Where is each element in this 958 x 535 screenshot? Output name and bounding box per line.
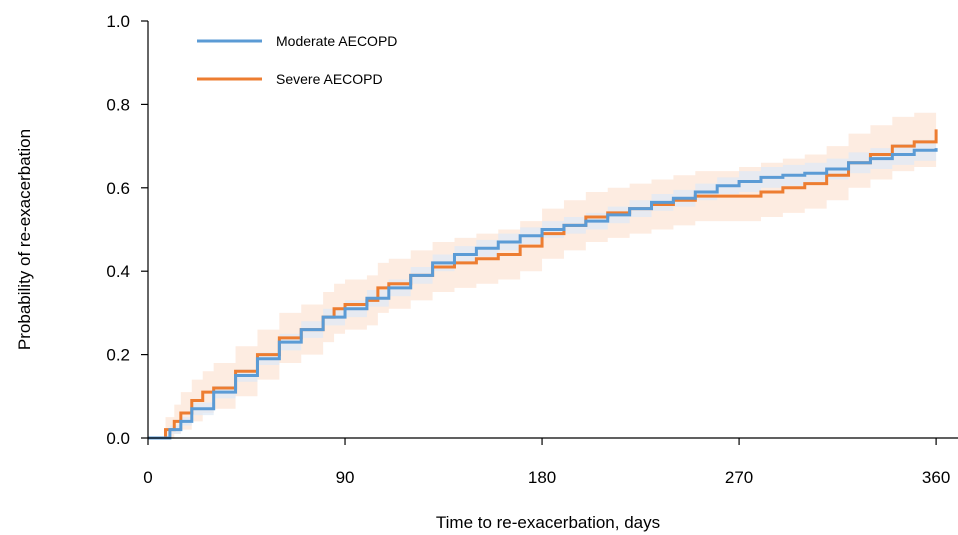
- legend-label: Severe AECOPD: [276, 71, 383, 87]
- confidence-bands: [148, 104, 937, 439]
- line-moderate: [148, 148, 938, 440]
- y-tick-label: 0.6: [106, 179, 130, 198]
- y-ticks: 0.0 0.2 0.4 0.6 0.8 1.0: [106, 12, 148, 448]
- line-severe: [148, 129, 938, 440]
- y-tick-label: 0.2: [106, 346, 130, 365]
- x-tick-label: 270: [725, 468, 753, 487]
- y-axis-title: Probability of re-exacerbation: [15, 129, 34, 350]
- x-tick-label: 90: [336, 468, 355, 487]
- x-tick-label: 180: [528, 468, 556, 487]
- band-moderate: [148, 137, 937, 438]
- legend: Moderate AECOPD Severe AECOPD: [197, 33, 397, 87]
- x-ticks: 0 90 180 270 360: [143, 438, 950, 487]
- band-severe: [148, 104, 937, 439]
- axes: [147, 21, 958, 439]
- y-tick-label: 0.4: [106, 262, 130, 281]
- y-tick-label: 0.8: [106, 95, 130, 114]
- series-lines: [148, 129, 938, 440]
- x-axis-title: Time to re-exacerbation, days: [436, 513, 660, 532]
- legend-label: Moderate AECOPD: [276, 33, 397, 49]
- x-tick-label: 360: [922, 468, 950, 487]
- y-tick-label: 0.0: [106, 429, 130, 448]
- y-tick-label: 1.0: [106, 12, 130, 31]
- x-tick-label: 0: [143, 468, 152, 487]
